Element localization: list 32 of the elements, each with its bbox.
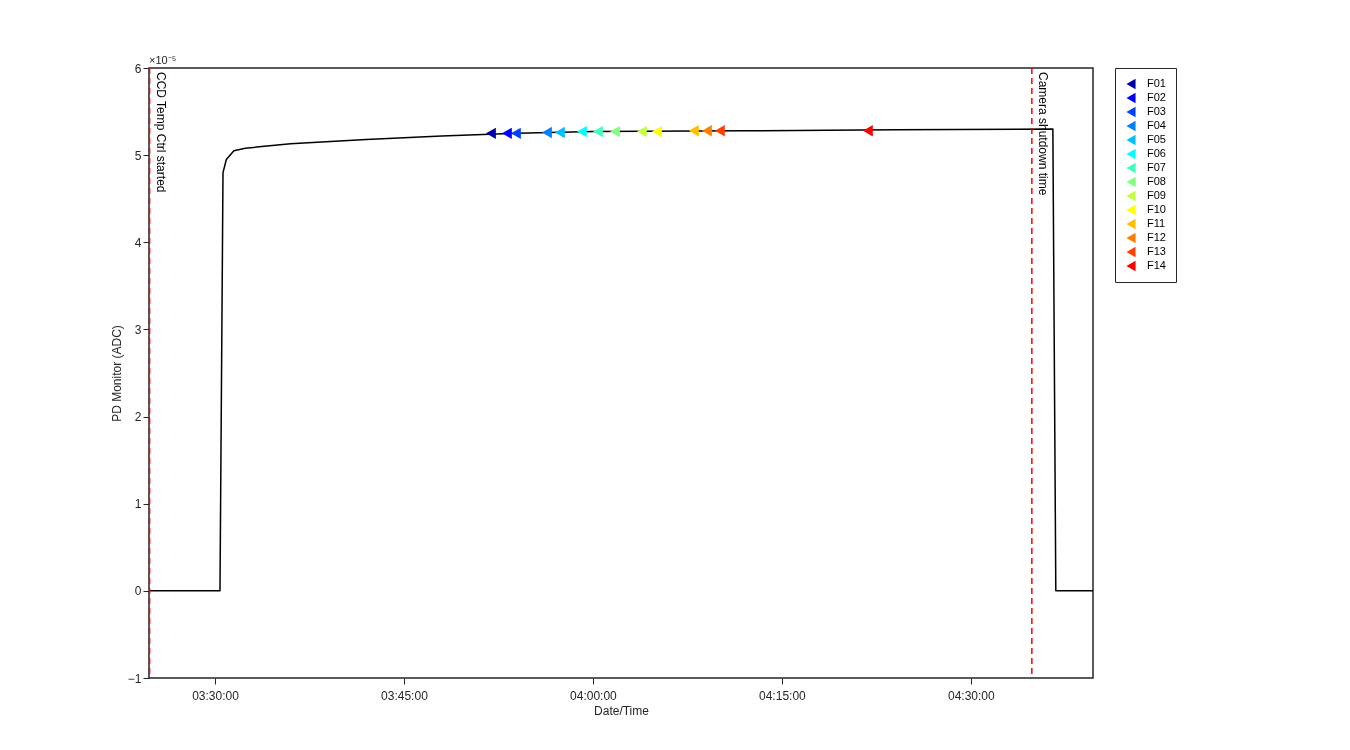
legend-label: F08 xyxy=(1147,175,1166,187)
legend-label: F05 xyxy=(1147,133,1166,145)
legend-label: F12 xyxy=(1147,231,1166,243)
y-tick-label: 5 xyxy=(134,148,142,163)
legend-label: F09 xyxy=(1147,189,1166,201)
y-tick-label: 3 xyxy=(134,322,142,337)
x-tick-label: 04:15:00 xyxy=(759,688,807,703)
x-tick-label: 04:30:00 xyxy=(947,688,996,703)
legend-label: F13 xyxy=(1147,245,1166,257)
legend-label: F14 xyxy=(1147,259,1166,271)
x-tick-label: 04:00:00 xyxy=(570,688,618,703)
y-axis-title: PD Monitor (ADC) xyxy=(109,325,124,422)
y-tick-label: 6 xyxy=(134,61,142,76)
ref-line-label: CCD Temp Ctrl started xyxy=(153,72,168,193)
x-axis-title: Date/Time xyxy=(594,703,650,718)
legend-label: F02 xyxy=(1147,91,1166,103)
x-tick-label: 03:45:00 xyxy=(381,688,429,703)
y-tick-label: 4 xyxy=(134,235,142,250)
y-tick-label: 1 xyxy=(134,497,142,512)
text: ×10⁻⁵ xyxy=(149,54,177,66)
y-tick-label: −1 xyxy=(127,671,142,686)
legend-label: F01 xyxy=(1147,77,1166,89)
legend-label: F06 xyxy=(1147,147,1166,159)
y-tick-label: 0 xyxy=(134,584,142,599)
ref-line-label: Camera shutdown time xyxy=(1035,72,1050,196)
legend-label: F04 xyxy=(1147,119,1166,131)
x-tick-label: 03:30:00 xyxy=(192,688,240,703)
legend-label: F10 xyxy=(1147,203,1166,215)
legend-label: F11 xyxy=(1147,217,1166,229)
legend-label: F03 xyxy=(1147,105,1166,117)
legend-label: F07 xyxy=(1147,161,1166,173)
y-tick-label: 2 xyxy=(134,410,142,425)
